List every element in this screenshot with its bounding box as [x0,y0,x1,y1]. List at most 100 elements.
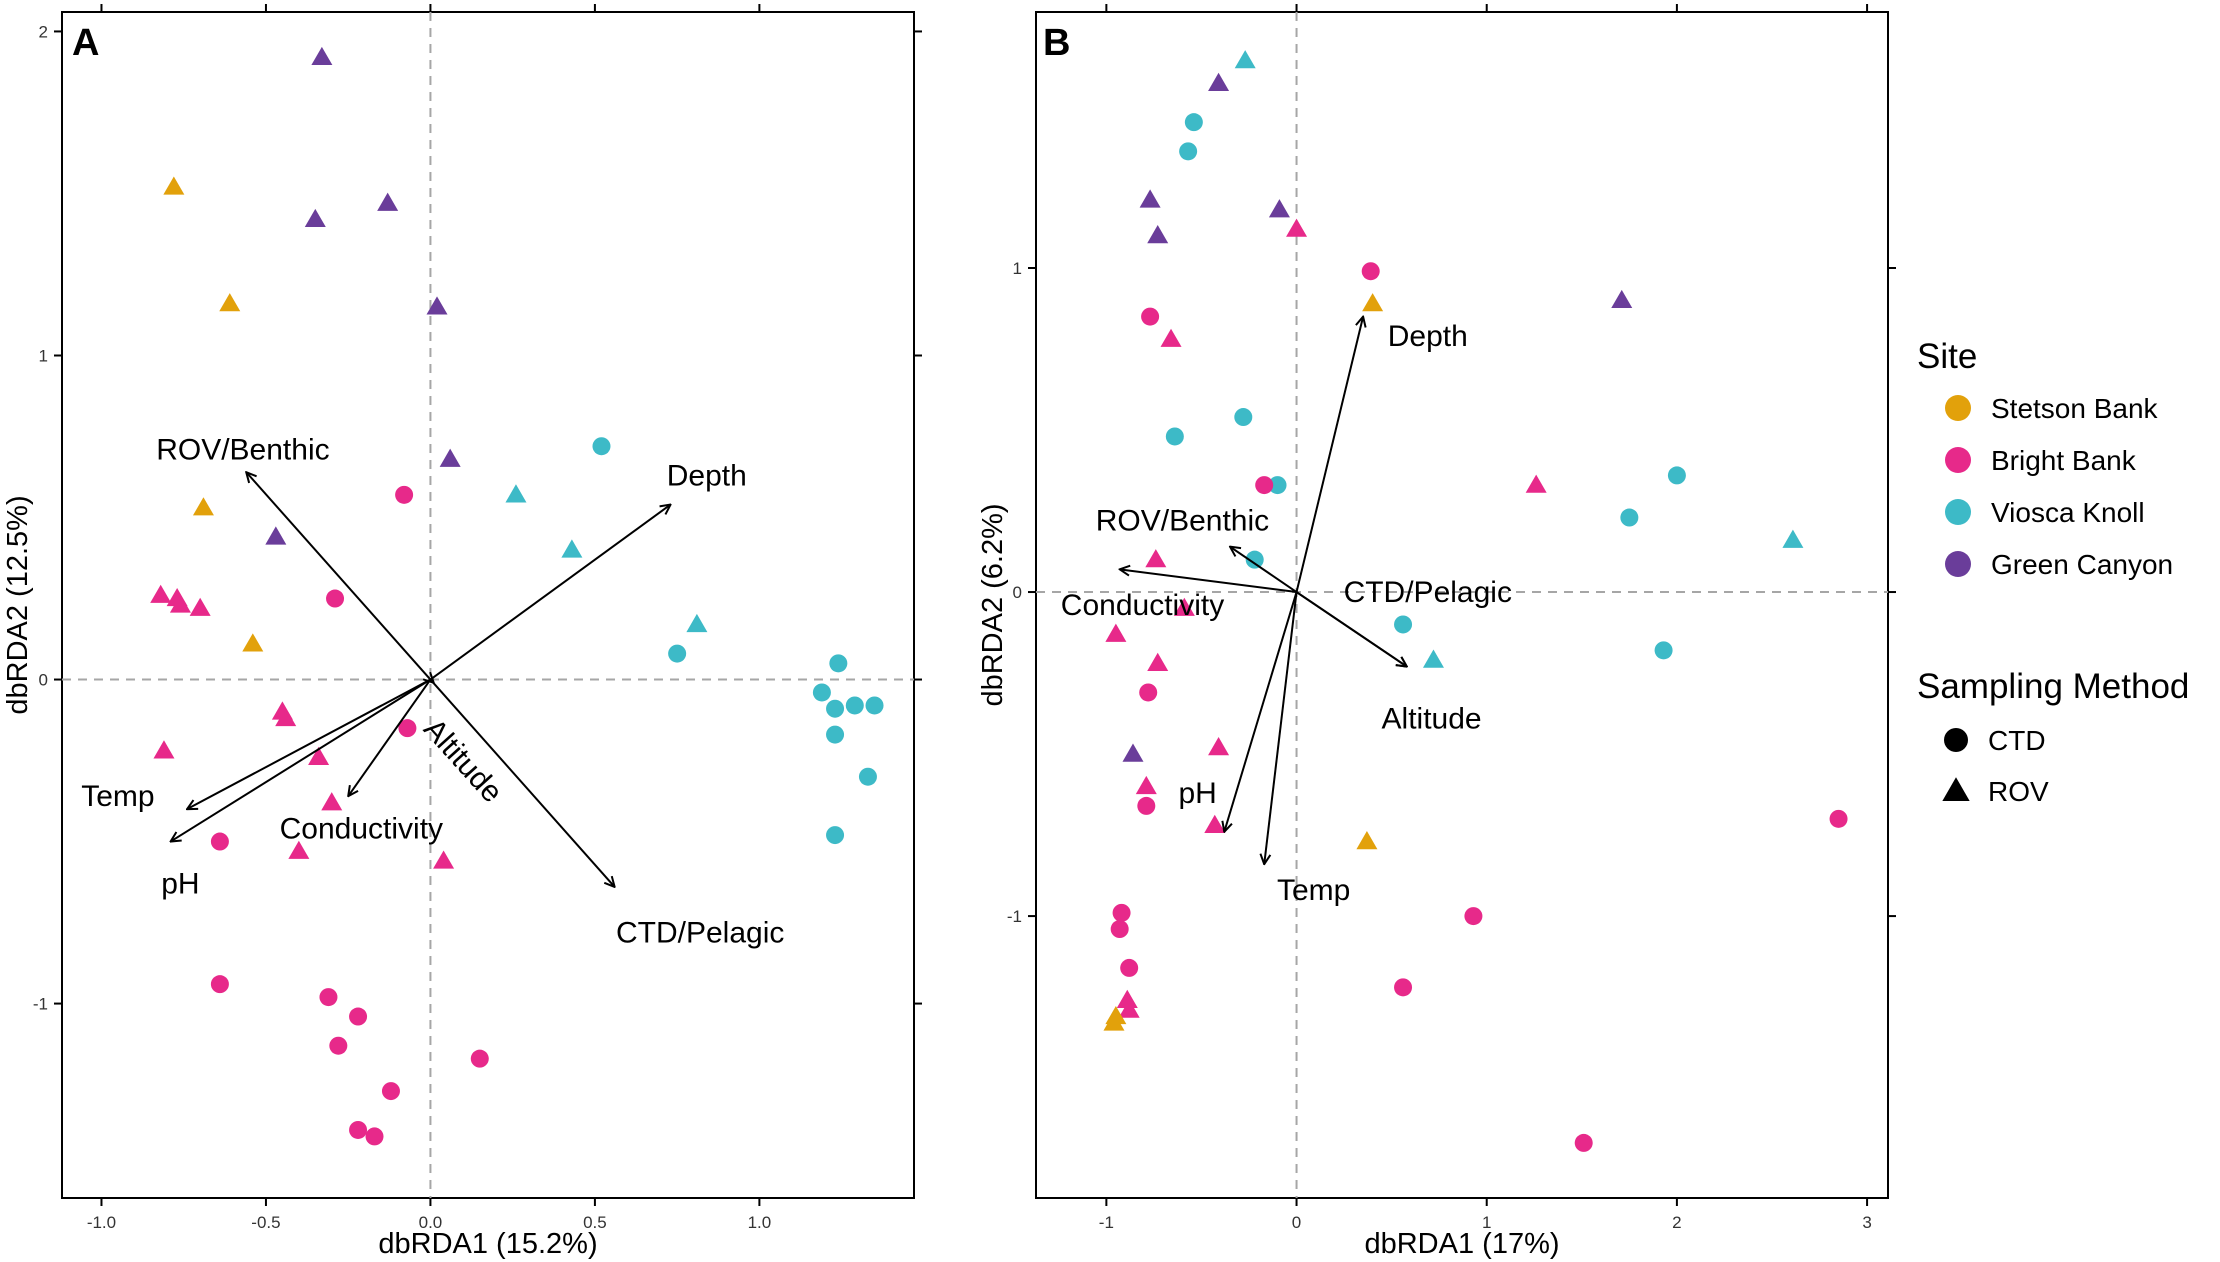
panel-b-vector-temp [1264,591,1298,864]
panel-a-x-tick-label: 0.0 [419,1213,443,1232]
panel-b-point-bright-ctd [1141,307,1160,326]
panel-b-vector-label-altitude: Altitude [1382,702,1482,735]
panel-b-point-viosca-ctd [1667,466,1686,485]
panel-b-point-viosca-rov [1782,529,1804,548]
panel-a-point-bright-rov [153,740,175,759]
panel-b-vector-altitude [1295,591,1407,667]
panel-a-point-bright-ctd [349,1007,368,1026]
panel-a-point-stetson-rov [219,293,241,312]
legend-site-entries: Stetson Bank Bright Bank Viosca Knoll Green… [1945,393,2173,580]
panel-a-point-viosca-ctd [826,826,845,845]
panel-b: B -1 0 1 2 3 -1 0 1 Depth ROV/Benthic Conductivity… [977,4,1896,1260]
panel-a-point-bright-ctd [210,832,229,851]
panel-a-vector-label-conductivity: Conductivity [280,813,443,846]
panel-b-vector-label-ph: pH [1178,777,1216,810]
panel-a-point-viosca-ctd [865,696,884,715]
panel-b-point-viosca-ctd [1234,408,1253,427]
panel-a-y-tick-label: 1 [39,346,48,365]
legend-method-entries: CTD ROV [1942,725,2049,807]
panel-b-point-bright-ctd [1394,978,1413,997]
panel-a-point-bright-ctd [395,485,414,504]
panel-a-y-axis-label: dbRDA2 (12.5%) [2,495,34,714]
panel-a-point-bright-rov [288,840,310,859]
panel-b-point-green-rov [1208,72,1230,91]
panel-a-point-bright-rov [321,792,343,811]
panel-b-point-bright-ctd [1829,809,1848,828]
panel-a-vector-label-ph: pH [161,868,199,901]
panel-a-point-stetson-rov [192,497,214,516]
panel-b-point-viosca-ctd [1394,615,1413,634]
panel-b-vector-depth [1295,317,1364,593]
panel-b-y-axis-label: dbRDA2 (6.2%) [977,503,1009,706]
panel-a-letter: A [72,22,99,64]
panel-b-x-tick-label: 0 [1292,1213,1301,1232]
legend-label-stetson: Stetson Bank [1991,393,2159,424]
panel-b-letter: B [1043,22,1070,64]
panel-a-point-stetson-rov [163,176,185,195]
panel-b-point-green-rov [1611,289,1633,309]
panel-a-x-tick-label: 1.0 [748,1213,772,1232]
panel-a-y-tick-label: 0 [39,671,48,690]
panel-a-point-viosca-ctd [812,683,831,702]
panel-a-point-bright-rov [169,594,191,613]
panel-b-y-tick-label: 1 [1013,259,1022,278]
panel-b-point-viosca-ctd [1165,427,1184,446]
panel-b-point-bright-rov [1286,218,1308,237]
panel-b-point-viosca-ctd [1179,142,1198,161]
panel-a-vector-label-depth: Depth [667,459,747,492]
panel-a-point-stetson-rov [242,633,264,652]
panel-b-plot-layer: -1 0 1 2 3 -1 0 1 Depth ROV/Benthic Conductivity CT… [1007,4,1896,1232]
panel-b-plot-frame [1035,11,1889,1199]
panel-b-point-bright-ctd [1361,262,1380,281]
panel-a-point-viosca-rov [686,613,708,633]
panel-b-point-bright-rov [1160,328,1182,347]
panel-a-point-green-rov [311,46,333,66]
panel-b-point-bright-ctd [1139,683,1158,702]
panel-b-point-bright-rov [1135,775,1157,795]
panel-b-vector-label-ctd-pelagic: CTD/Pelagic [1344,576,1512,609]
panel-b-point-viosca-ctd [1184,113,1203,132]
panel-a-point-viosca-ctd [592,437,611,456]
panel-a-point-viosca-ctd [668,644,687,663]
panel-b-x-tick-label: 3 [1862,1213,1871,1232]
panel-a-vector-label-ctd-pelagic: CTD/Pelagic [616,916,784,949]
legend-swatch-viosca [1945,499,1971,525]
panel-a-point-viosca-ctd [829,654,848,673]
panel-b-vector-rov-benthic [1230,547,1298,593]
legend: Site Stetson Bank Bright Bank Viosca Knoll… [1917,337,2189,807]
panel-b-point-stetson-rov [1362,293,1384,312]
panel-a-point-bright-ctd [470,1049,489,1068]
legend-label-ctd: CTD [1988,725,2046,756]
panel-b-point-bright-rov [1118,999,1140,1018]
panel-b-x-axis-label: dbRDA1 (17%) [1364,1228,1559,1260]
panel-b-point-green-rov [1139,189,1161,208]
panel-b-point-green-rov [1268,199,1290,218]
panel-a-point-green-rov [304,208,326,228]
panel-a-point-bright-ctd [326,589,345,608]
panel-b-point-stetson-rov [1103,1012,1125,1031]
legend-label-rov: ROV [1988,776,2049,807]
panel-b-point-bright-rov [1173,597,1195,616]
panel-b-point-bright-ctd [1255,476,1274,495]
legend-site-title: Site [1917,337,1977,376]
panel-a-y-tick-label: -1 [33,995,48,1014]
panel-b-vector-label-rov-benthic: ROV/Benthic [1096,505,1269,538]
panel-a-point-bright-ctd [319,988,338,1007]
panel-a-point-bright-ctd [210,975,229,994]
panel-b-point-viosca-ctd [1620,508,1639,527]
legend-swatch-bright [1945,447,1971,473]
panel-a-point-bright-rov [433,850,455,869]
panel-b-point-bright-ctd [1464,907,1483,926]
panel-b-point-viosca-ctd [1654,641,1673,660]
legend-label-green: Green Canyon [1991,549,2173,580]
panel-a-point-bright-rov [150,584,172,603]
panel-a-point-bright-rov [308,746,330,765]
panel-a-vector-ctd-pelagic [429,678,614,887]
panel-a-point-bright-ctd [398,719,417,738]
panel-b-point-green-rov [1122,743,1144,762]
panel-b-point-viosca-ctd [1245,550,1264,569]
panel-a-plot-frame [61,11,915,1199]
panel-a-point-viosca-ctd [858,767,877,786]
panel-a-point-green-rov [439,448,461,467]
